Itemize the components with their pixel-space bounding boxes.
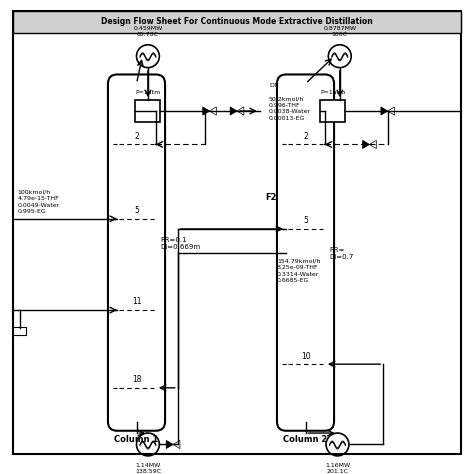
FancyBboxPatch shape [277, 74, 334, 431]
Text: 1.14MW
138.59C: 1.14MW 138.59C [135, 463, 161, 474]
Bar [136, 100, 161, 122]
Text: F2: F2 [265, 192, 277, 201]
Text: 2: 2 [303, 132, 308, 141]
Text: 1.16MW
201.1C: 1.16MW 201.1C [325, 463, 350, 474]
Text: P=1atm: P=1atm [320, 90, 346, 95]
Text: Design Flow Sheet For Continuous Mode Extractive Distillation: Design Flow Sheet For Continuous Mode Ex… [101, 18, 373, 27]
Polygon shape [230, 107, 237, 115]
Text: 0.459MW
65.78C: 0.459MW 65.78C [133, 26, 163, 37]
Polygon shape [369, 140, 376, 148]
Text: RR=0.1
Di=0.669m: RR=0.1 Di=0.669m [161, 237, 201, 250]
Text: 100kmol/h
4.79e-15-THF
0.0049-Water
0.995-EG: 100kmol/h 4.79e-15-THF 0.0049-Water 0.99… [18, 190, 60, 214]
Text: 18: 18 [132, 375, 141, 384]
Polygon shape [210, 107, 217, 115]
Polygon shape [166, 440, 173, 448]
Text: 2: 2 [134, 132, 139, 141]
Polygon shape [388, 107, 394, 115]
Bar [13, 327, 26, 335]
Polygon shape [203, 107, 210, 115]
Text: P=1atm: P=1atm [135, 90, 161, 95]
Text: Column 2: Column 2 [283, 435, 328, 444]
Text: 0.8787MW
100C: 0.8787MW 100C [323, 26, 356, 37]
Text: Column 1: Column 1 [114, 435, 159, 444]
Text: D1

50.2kmol/h
0.996-THF
0.0038-Water
0.00013-EG: D1 50.2kmol/h 0.996-THF 0.0038-Water 0.0… [269, 83, 311, 121]
Polygon shape [173, 440, 180, 448]
Text: 11: 11 [132, 297, 141, 306]
FancyBboxPatch shape [108, 74, 165, 431]
Text: 154.79kmol/h
8.25e-09-THF
0.3314-Water
0.6685-EG: 154.79kmol/h 8.25e-09-THF 0.3314-Water 0… [277, 252, 320, 283]
Text: RR=
Di=0.7: RR= Di=0.7 [329, 247, 354, 260]
Bar [13, 10, 461, 33]
Polygon shape [381, 107, 388, 115]
Text: 5: 5 [303, 216, 308, 225]
Text: 5: 5 [134, 206, 139, 215]
Polygon shape [237, 107, 244, 115]
Polygon shape [363, 140, 369, 148]
Bar [320, 100, 346, 122]
Text: 10: 10 [301, 352, 310, 361]
